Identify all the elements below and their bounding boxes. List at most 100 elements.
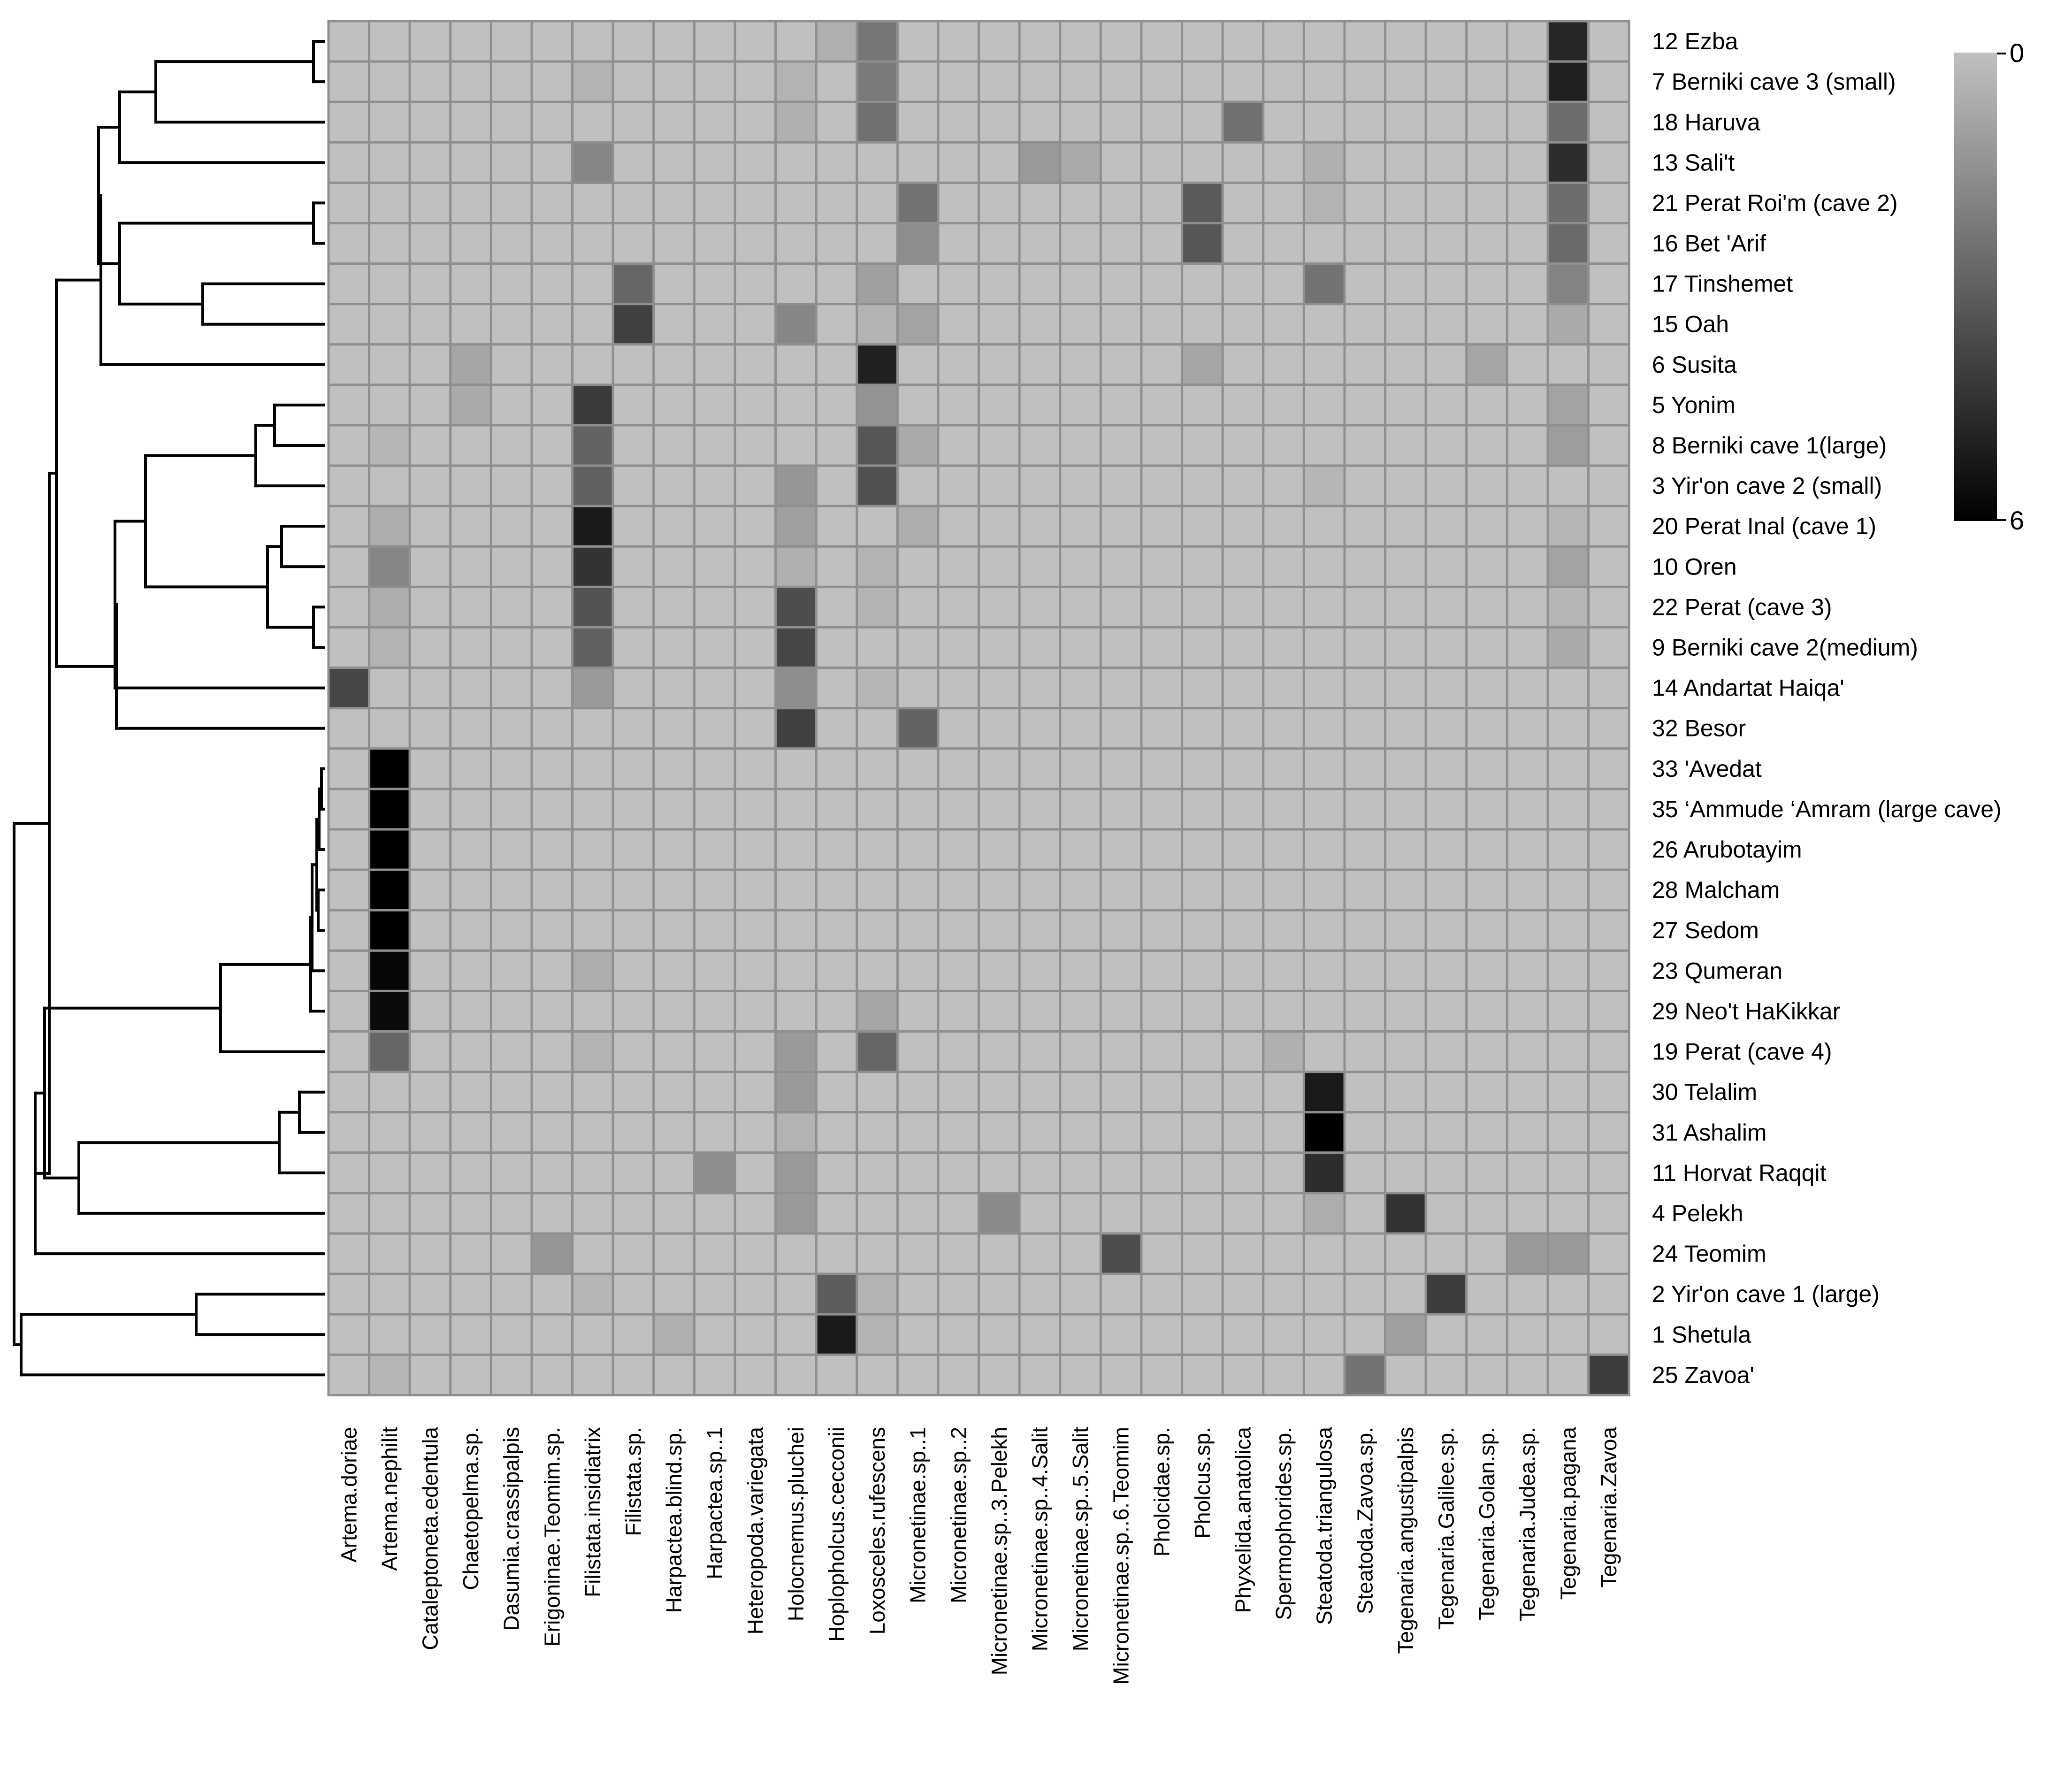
heatmap-cell [693,60,736,103]
heatmap-cell [1587,747,1630,790]
heatmap-cell [1465,1030,1508,1073]
heatmap-cell [937,828,980,871]
heatmap-cell [896,20,940,63]
heatmap-cell [449,222,492,265]
heatmap-cell [327,828,371,871]
heatmap-cell [1099,707,1143,750]
heatmap-cell [1587,989,1630,1033]
heatmap-cell [815,383,858,427]
heatmap-cell [368,1111,411,1154]
heatmap-cell [774,1151,818,1195]
heatmap-cell [1059,989,1102,1033]
heatmap-cell [1546,1071,1590,1114]
heatmap-cell [1059,788,1102,831]
heatmap-cell [1384,262,1427,306]
heatmap-cell [1262,1071,1305,1114]
heatmap-cell [1018,100,1062,144]
heatmap-cell [734,788,777,831]
heatmap-cell [571,868,614,912]
heatmap-cell [1465,909,1508,952]
heatmap-cell [408,1313,452,1356]
heatmap-cell [774,747,818,790]
heatmap-cell [978,1030,1021,1073]
heatmap-cell [327,1151,371,1195]
heatmap-cell [896,383,940,427]
heatmap-cell [1099,1030,1143,1073]
heatmap-cell [1465,424,1508,467]
heatmap-cell [978,707,1021,750]
heatmap-cell [1546,181,1590,224]
heatmap-cell [408,100,452,144]
heatmap-cell [1424,868,1468,912]
heatmap-cell [693,141,736,184]
heatmap-cell [612,545,655,588]
heatmap-cell [1018,868,1062,912]
heatmap-cell [896,949,940,992]
heatmap-cell [327,303,371,346]
heatmap-cell [652,343,696,386]
heatmap-cell [1059,909,1102,952]
heatmap-cell [1302,949,1346,992]
heatmap-cell [1384,949,1427,992]
heatmap-cell [1587,909,1630,952]
heatmap-cell [571,424,614,467]
heatmap-cell [1302,505,1346,548]
heatmap-cell [530,585,574,629]
heatmap-cell [1018,1030,1062,1073]
heatmap-cell [1587,100,1630,144]
heatmap-cell [1140,1151,1184,1195]
heatmap-cell [368,60,411,103]
heatmap-cell [1140,181,1184,224]
row-label: 28 Malcham [1652,877,1780,903]
heatmap-cell [1140,1313,1184,1356]
heatmap-cell [571,262,614,306]
heatmap-cell [1140,141,1184,184]
row-label: 32 Besor [1652,715,1746,742]
heatmap-cell [489,100,533,144]
column-label: Tegenaria.pagana [1556,1427,1580,1600]
heatmap-cell [1140,60,1184,103]
heatmap-cell [1302,667,1346,710]
row-label: 20 Perat Inal (cave 1) [1652,513,1876,539]
heatmap-cell [1384,1111,1427,1154]
heatmap-cell [652,989,696,1033]
heatmap-cell [937,1111,980,1154]
heatmap-cell [1221,464,1265,507]
heatmap-cell [1384,1232,1427,1275]
heatmap-cell [571,1151,614,1195]
heatmap-cell [1546,1353,1590,1396]
heatmap-cell [1546,1313,1590,1356]
heatmap-cell [1262,141,1305,184]
heatmap-cell [1424,262,1468,306]
heatmap-cell [368,949,411,992]
heatmap-cell [1140,949,1184,992]
heatmap-cell [408,828,452,871]
heatmap-cell [1099,1313,1143,1356]
heatmap-cell [1384,707,1427,750]
heatmap-cell [978,747,1021,790]
heatmap-cell [408,1071,452,1114]
heatmap-cell [1465,1192,1508,1235]
heatmap-cell [652,949,696,992]
heatmap-cell [1546,545,1590,588]
heatmap-cell [1262,1030,1305,1073]
heatmap-cell [1181,222,1224,265]
heatmap-cell [408,424,452,467]
heatmap-cell [368,1313,411,1356]
heatmap-cell [978,222,1021,265]
heatmap-cell [408,626,452,669]
heatmap-cell [734,747,777,790]
heatmap-cell [489,585,533,629]
heatmap-cell [1506,707,1549,750]
heatmap-cell [937,1353,980,1396]
heatmap-cell [612,1232,655,1275]
heatmap-cell [815,585,858,629]
heatmap-cell [693,262,736,306]
heatmap-cell [1302,1313,1346,1356]
heatmap-cell [1384,20,1427,63]
heatmap-cell [734,303,777,346]
heatmap-cell [856,585,899,629]
heatmap-cell [449,464,492,507]
heatmap-cell [1506,1071,1549,1114]
heatmap-cell [1262,788,1305,831]
